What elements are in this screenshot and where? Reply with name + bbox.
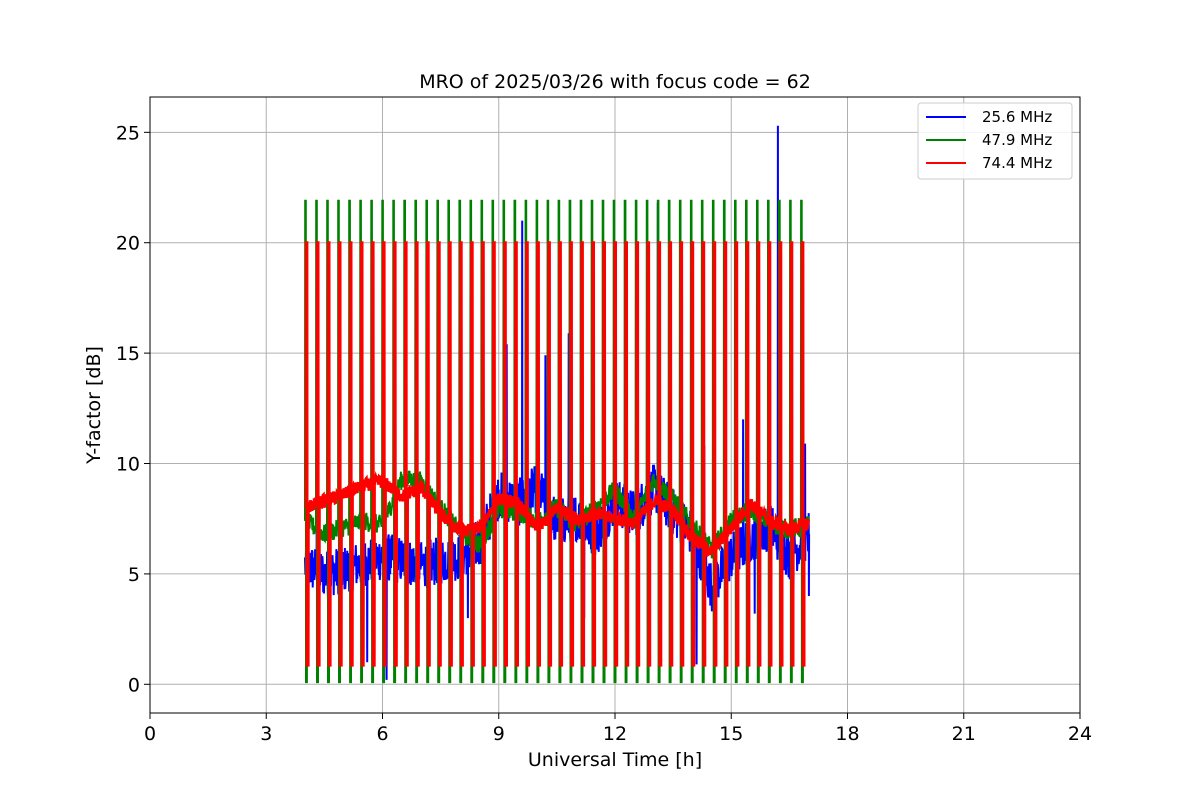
x-tick-label: 9	[493, 723, 505, 745]
y-tick-label: 25	[116, 122, 140, 144]
y-tick-label: 0	[128, 674, 140, 696]
y-axis-label: Y-factor [dB]	[83, 346, 105, 465]
x-tick-label: 6	[376, 723, 388, 745]
legend-entry-25.6-mhz: 25.6 MHz	[926, 108, 1052, 126]
legend-frame	[917, 102, 1073, 180]
x-tick-label: 15	[719, 723, 743, 745]
x-tick-label: 18	[835, 723, 859, 745]
x-tick-label: 21	[952, 723, 976, 745]
series-line-47.9-mhz	[304, 199, 810, 684]
x-tick-label: 12	[603, 723, 627, 745]
series-line-74.4-mhz	[304, 241, 811, 667]
legend: 25.6 MHz 47.9 MHz 74.4 MHz	[917, 102, 1073, 180]
legend-label-47.9-mhz: 47.9 MHz	[982, 131, 1052, 149]
y-tick-label: 5	[128, 564, 140, 586]
x-axis-ticks: 0 3 6 9 12 15 18 21 24	[144, 713, 1092, 745]
y-axis-ticks: 0 5 10 15 20 25	[116, 122, 150, 696]
y-tick-label: 20	[116, 233, 140, 255]
y-tick-label: 15	[116, 343, 140, 365]
x-tick-label: 0	[144, 723, 156, 745]
x-axis-label: Universal Time [h]	[528, 749, 702, 771]
y-tick-label: 10	[116, 454, 140, 476]
x-tick-label: 24	[1068, 723, 1092, 745]
legend-label-74.4-mhz: 74.4 MHz	[982, 154, 1052, 172]
legend-label-25.6-mhz: 25.6 MHz	[982, 108, 1052, 126]
legend-entry-47.9-mhz: 47.9 MHz	[926, 131, 1052, 149]
chart-title: MRO of 2025/03/26 with focus code = 62	[419, 71, 811, 93]
x-tick-label: 3	[260, 723, 272, 745]
legend-entry-74.4-mhz: 74.4 MHz	[926, 154, 1052, 172]
series-layer	[304, 125, 811, 684]
